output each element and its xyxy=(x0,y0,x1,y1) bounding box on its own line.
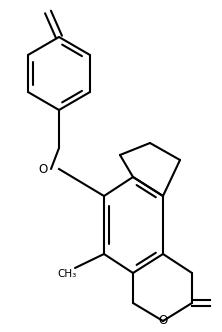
Text: O: O xyxy=(158,314,168,327)
Text: CH₃: CH₃ xyxy=(57,269,77,279)
Text: O: O xyxy=(38,162,48,176)
